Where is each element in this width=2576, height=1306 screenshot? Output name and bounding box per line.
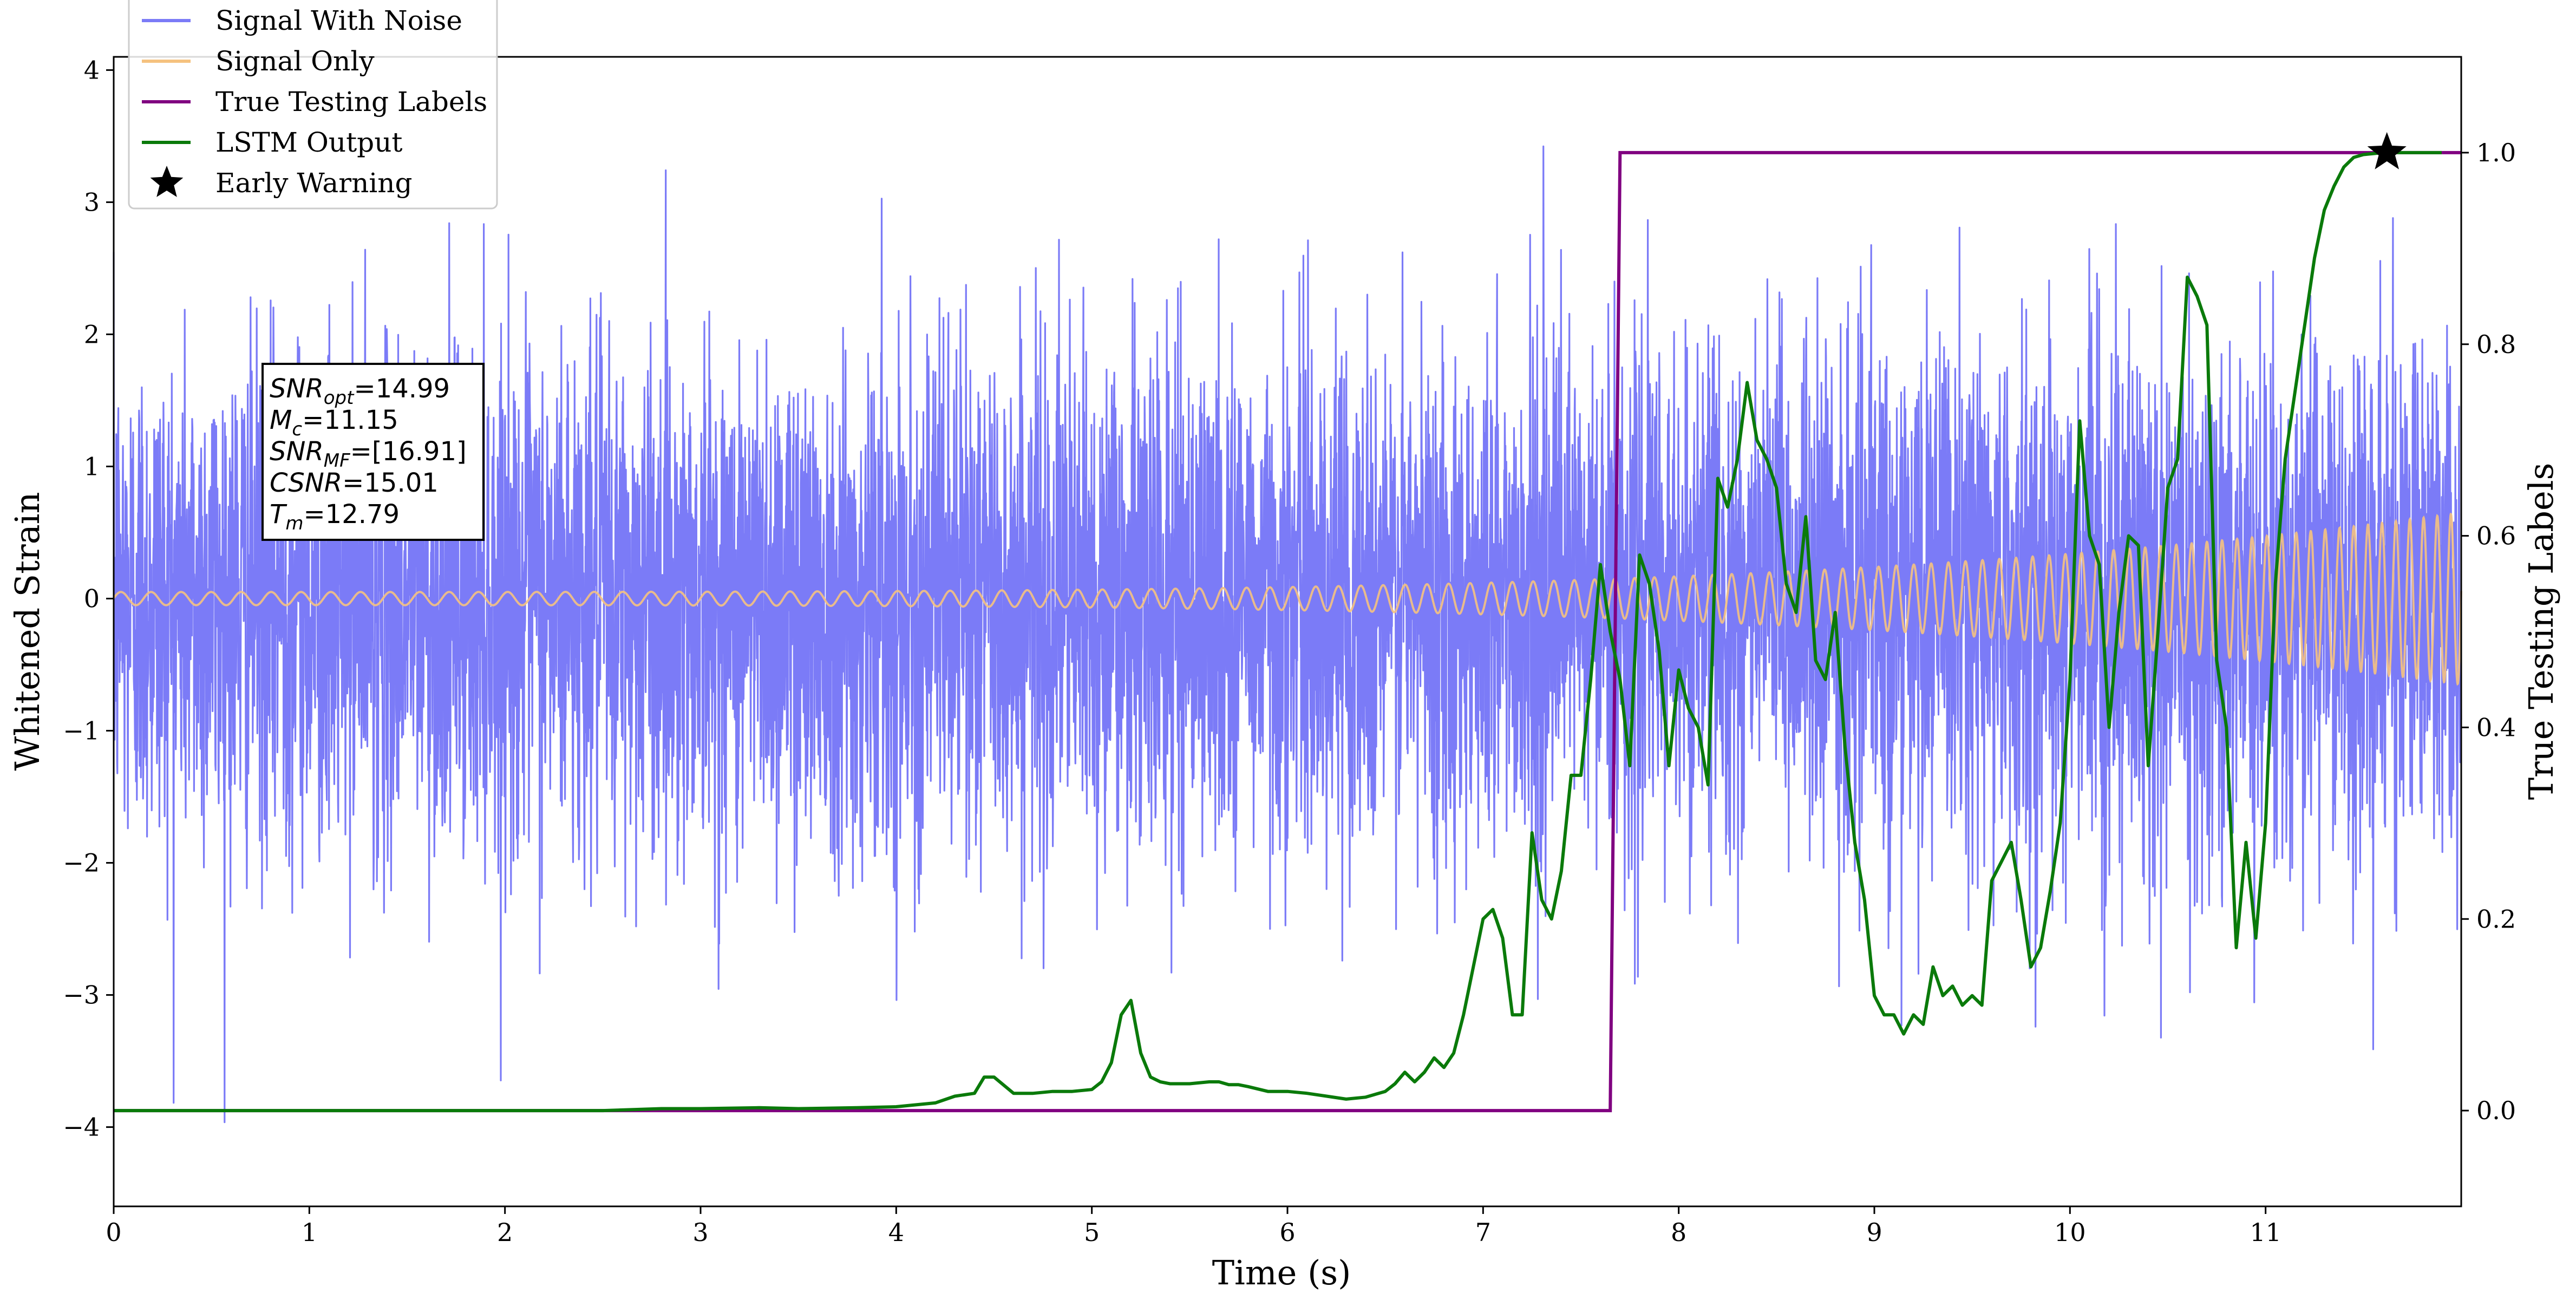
- x-tick-label: 8: [1671, 1218, 1686, 1247]
- y-right-tick-label: 0.4: [2476, 713, 2516, 742]
- annotation-line: Tm=12.79: [270, 499, 400, 534]
- legend-star-marker: [150, 166, 184, 197]
- legend-label: Signal Only: [215, 45, 375, 77]
- annotation-line: SNRopt=14.99: [270, 374, 450, 409]
- y-right-axis-title: True Testing Labels: [2521, 463, 2561, 800]
- early-warning-star-marker: [2367, 132, 2407, 169]
- y-axis-title: Whitened Strain: [8, 492, 47, 771]
- warning-marker-group: [2367, 132, 2407, 169]
- x-tick-label: 4: [888, 1218, 904, 1247]
- y-right-tick-label: 0.6: [2476, 521, 2516, 551]
- y-tick-label: 0: [84, 584, 100, 613]
- y-tick-label: −3: [63, 981, 100, 1010]
- legend: Signal With Noise Signal Only True Testing…: [128, 0, 498, 210]
- y-tick-label: 3: [84, 187, 100, 217]
- true-labels-line: [114, 151, 2461, 1113]
- lstm-output-line: [114, 151, 2442, 1113]
- annotation-line: SNRMF=[16.91]: [270, 436, 467, 472]
- noise-series-line: [113, 145, 2462, 1124]
- legend-label: True Testing Labels: [215, 86, 487, 117]
- annotation-line: CSNR=15.01: [270, 468, 439, 498]
- y-axis-left: −4 −3 −2 −1 0 1 2 3 4: [63, 55, 114, 1142]
- annotation-line: Mc=11.15: [270, 405, 398, 440]
- signal-series-group: [113, 512, 2462, 686]
- y-tick-label: −2: [63, 848, 100, 878]
- label-series-group: [114, 151, 2461, 1113]
- y-tick-label: −4: [63, 1113, 100, 1142]
- x-tick-label: 3: [692, 1218, 708, 1247]
- x-tick-label: 5: [1084, 1218, 1100, 1247]
- y-tick-label: 2: [84, 319, 100, 349]
- y-right-tick-label: 0.0: [2476, 1096, 2516, 1125]
- x-tick-label: 1: [302, 1218, 317, 1247]
- x-tick-label: 2: [497, 1218, 513, 1247]
- y-tick-label: 4: [84, 55, 100, 84]
- y-tick-label: −1: [63, 716, 100, 746]
- signal-series-line: [113, 512, 2462, 686]
- y-axis-right: 0.0 0.2 0.4 0.6 0.8 1.0: [2461, 138, 2516, 1125]
- x-axis-title: Time (s): [1212, 1253, 1351, 1292]
- annotation-box: SNRopt=14.99Mc=11.15SNRMF=[16.91]CSNR=15…: [261, 363, 485, 541]
- x-tick-label: 10: [2054, 1218, 2086, 1247]
- annotation-frame: [261, 363, 485, 541]
- x-axis: 0 1 2 3 4 5 6 7 8 9 10 11: [106, 1206, 2281, 1247]
- y-right-tick-label: 0.2: [2476, 904, 2516, 933]
- x-tick-label: 0: [106, 1218, 121, 1247]
- y-right-tick-label: 1.0: [2476, 138, 2516, 167]
- x-tick-label: 6: [1279, 1218, 1295, 1247]
- lstm-series-group: [114, 151, 2442, 1113]
- y-right-tick-label: 0.8: [2476, 330, 2516, 359]
- x-tick-label: 9: [1866, 1218, 1882, 1247]
- legend-label: Early Warning: [215, 167, 413, 199]
- legend-frame: [128, 0, 498, 210]
- legend-label: LSTM Output: [215, 127, 402, 158]
- noise-series-group: [113, 145, 2462, 1124]
- legend-label: Signal With Noise: [215, 5, 462, 36]
- y-tick-label: 1: [84, 452, 100, 481]
- x-tick-label: 7: [1475, 1218, 1491, 1247]
- x-tick-label: 11: [2250, 1218, 2281, 1247]
